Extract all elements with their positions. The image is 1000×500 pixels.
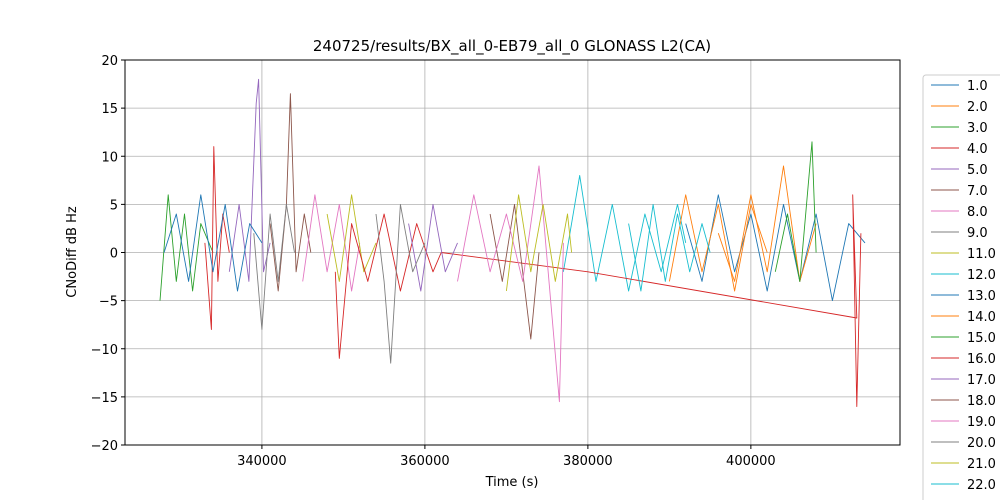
axes: 340000 360000 380000 400000 −20 −15 −10 −5 0 5 10 1… xyxy=(91,54,776,469)
y-tick-label: −10 xyxy=(91,343,118,358)
legend-label: 1.0 xyxy=(967,79,988,94)
legend-label: 7.0 xyxy=(967,184,988,199)
x-tick-label: 340000 xyxy=(237,454,287,469)
series-line xyxy=(505,194,573,292)
x-axis-label: Time (s) xyxy=(485,475,539,490)
legend-label: 4.0 xyxy=(967,142,988,157)
series-line xyxy=(628,203,711,292)
series-line xyxy=(163,194,263,292)
series-line xyxy=(774,141,817,282)
legend-label: 9.0 xyxy=(967,226,988,241)
legend-label: 21.0 xyxy=(967,457,996,472)
legend-box xyxy=(922,74,1000,500)
series-line xyxy=(269,93,312,292)
legend-label: 11.0 xyxy=(967,247,996,262)
y-tick-label: −15 xyxy=(91,391,118,406)
plot-area xyxy=(159,78,866,407)
x-tick-label: 380000 xyxy=(563,454,613,469)
y-tick-label: 0 xyxy=(110,247,118,262)
y-axis-label: CNoDiff dB Hz xyxy=(65,206,80,298)
legend-label: 14.0 xyxy=(967,310,996,325)
chart-title: 240725/results/BX_all_0-EB79_all_0 GLONA… xyxy=(313,37,711,56)
legend-label: 13.0 xyxy=(967,289,996,304)
legend-label: 19.0 xyxy=(967,415,996,430)
legend-label: 18.0 xyxy=(967,394,996,409)
legend-label: 2.0 xyxy=(967,100,988,115)
legend-label: 17.0 xyxy=(967,373,996,388)
series-line xyxy=(228,78,271,282)
legend-label: 20.0 xyxy=(967,436,996,451)
y-tick-label: 15 xyxy=(101,102,118,117)
series-line xyxy=(375,203,426,364)
series-line xyxy=(668,194,768,292)
legend: 1.0 2.0 3.0 4.0 5.0 7.0 8.0 9.0 11.0 12.0 13.0 14.0… xyxy=(922,74,1000,500)
x-tick-label: 400000 xyxy=(726,454,776,469)
legend-label: 12.0 xyxy=(967,268,996,283)
series-line xyxy=(562,175,687,292)
series-line xyxy=(685,194,866,302)
y-tick-label: 20 xyxy=(101,54,118,69)
series-line xyxy=(204,146,230,330)
series-line xyxy=(326,194,377,282)
y-tick-label: −20 xyxy=(91,439,118,454)
series-line xyxy=(489,203,540,340)
series-line xyxy=(457,165,564,403)
y-tick-label: −5 xyxy=(99,295,118,310)
legend-label: 15.0 xyxy=(967,331,996,346)
legend-label: 5.0 xyxy=(967,163,988,178)
y-tick-label: 5 xyxy=(110,198,118,213)
series-line xyxy=(334,194,862,407)
legend-label: 16.0 xyxy=(967,352,996,367)
series-line xyxy=(302,194,361,292)
series-line xyxy=(408,203,458,292)
series-line xyxy=(159,194,214,301)
y-tick-label: 10 xyxy=(101,150,118,165)
legend-label: 22.0 xyxy=(967,478,996,493)
legend-label: 3.0 xyxy=(967,121,988,136)
series-line xyxy=(253,203,295,330)
legend-label: 8.0 xyxy=(967,205,988,220)
x-tick-label: 360000 xyxy=(400,454,450,469)
